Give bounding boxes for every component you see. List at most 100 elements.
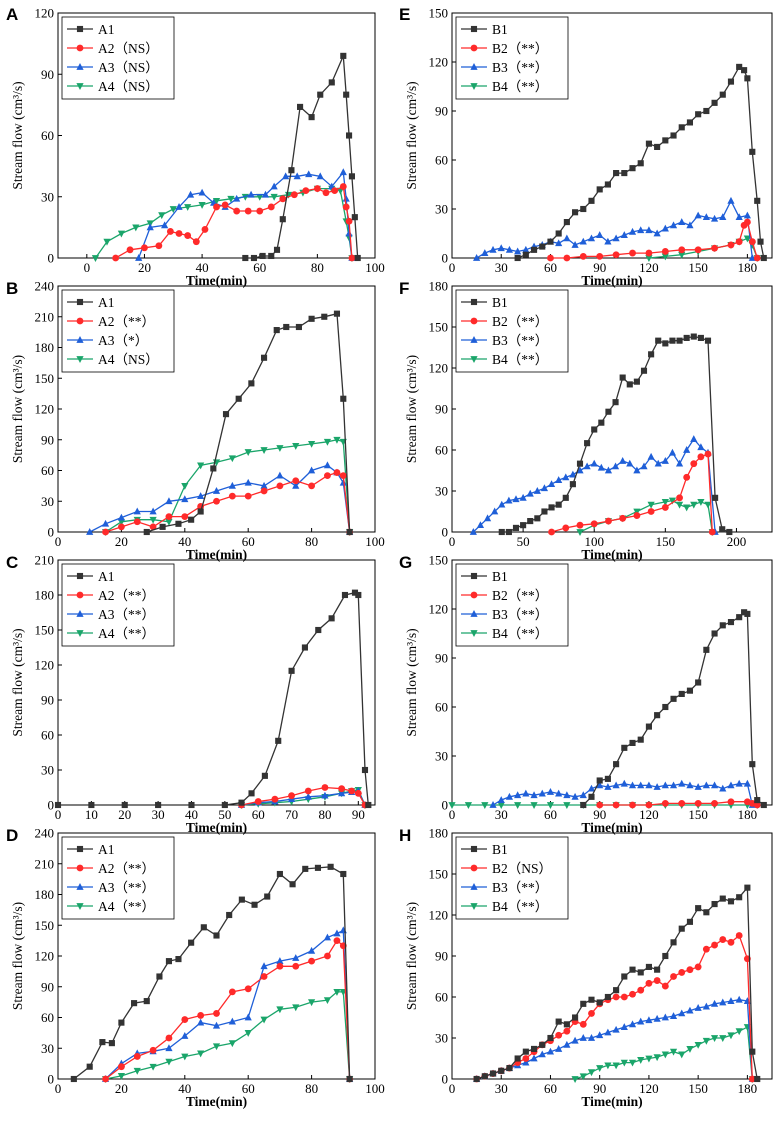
data-point	[629, 249, 636, 257]
data-point	[633, 508, 641, 516]
data-point	[175, 202, 183, 210]
data-point	[580, 801, 587, 809]
data-point	[256, 193, 264, 201]
data-point	[322, 189, 330, 197]
y-tick-label: 30	[41, 494, 54, 509]
data-point	[522, 789, 530, 797]
data-point	[694, 1041, 702, 1049]
series-a1	[70, 863, 353, 1083]
y-axis-label: Stream flow (cm³/s)	[404, 355, 419, 463]
data-point	[702, 1002, 710, 1010]
data-point	[598, 419, 605, 426]
series-line	[550, 220, 758, 259]
data-point	[704, 501, 712, 509]
data-point	[694, 783, 702, 790]
data-point	[226, 911, 233, 919]
data-point	[621, 170, 628, 177]
data-point	[288, 167, 295, 174]
data-point	[242, 254, 249, 262]
data-point	[530, 791, 538, 799]
data-point	[339, 472, 347, 480]
series-b2	[548, 450, 716, 536]
y-tick-label: 0	[442, 251, 449, 266]
legend-marker	[470, 63, 478, 70]
data-point	[149, 507, 157, 515]
x-tick-label: 150	[656, 534, 676, 549]
data-point	[188, 939, 195, 946]
x-tick-label: 0	[449, 1081, 456, 1096]
data-point	[711, 799, 718, 807]
data-point	[647, 508, 655, 515]
legend: B1 B2（**） B3（**） B4（**）	[455, 563, 569, 647]
data-point	[587, 234, 596, 242]
data-point	[748, 1075, 756, 1083]
data-point	[228, 1017, 236, 1025]
data-point	[184, 204, 192, 211]
y-tick-label: 120	[429, 361, 449, 376]
data-point	[612, 1062, 620, 1070]
data-point	[655, 337, 662, 344]
data-point	[579, 237, 587, 245]
panel-letter: C	[6, 553, 18, 572]
data-point	[338, 785, 346, 793]
data-point	[620, 1059, 628, 1067]
legend: B1 B2（NS） B3（**） B4（**）	[455, 836, 569, 920]
data-point	[514, 1055, 521, 1062]
data-point	[197, 492, 205, 500]
legend-marker	[76, 630, 84, 637]
series-b2	[547, 218, 761, 262]
data-point	[596, 1031, 604, 1039]
data-point	[491, 507, 499, 515]
data-point	[112, 254, 120, 262]
y-tick-label: 30	[435, 749, 448, 764]
data-point	[289, 881, 296, 888]
data-point	[339, 926, 347, 934]
x-tick-label: 60	[544, 807, 557, 822]
data-point	[661, 781, 669, 789]
data-point	[276, 957, 284, 965]
data-point	[584, 440, 591, 447]
data-point	[181, 1053, 189, 1061]
data-point	[686, 687, 694, 694]
legend-label: A2（NS）	[98, 41, 159, 56]
data-point	[155, 242, 163, 250]
data-point	[555, 1031, 563, 1039]
series-line	[105, 471, 351, 533]
legend-label: A4（**）	[98, 899, 155, 914]
data-point	[736, 894, 743, 901]
legend-marker	[470, 630, 478, 637]
data-point	[197, 1050, 205, 1058]
data-point	[703, 646, 710, 653]
legend-label: B2（**）	[492, 41, 548, 56]
data-point	[695, 905, 702, 912]
data-point	[267, 203, 275, 211]
data-point	[149, 1046, 157, 1054]
data-point	[548, 504, 555, 511]
data-point	[669, 221, 678, 229]
data-point	[576, 529, 584, 536]
legend-marker	[76, 317, 84, 325]
data-point	[563, 1027, 571, 1035]
data-point	[727, 938, 735, 946]
data-point	[308, 999, 316, 1007]
data-point	[121, 801, 128, 809]
data-point	[645, 1016, 653, 1024]
data-point	[292, 443, 300, 450]
legend-label: A2（**）	[98, 588, 155, 603]
x-tick-label: 0	[55, 807, 62, 822]
data-point	[534, 515, 541, 522]
legend-label: A1	[98, 295, 115, 310]
x-tick-label: 0	[84, 260, 91, 275]
legend: A1 A2（**） A3（**） A4（**）	[61, 836, 175, 920]
y-tick-label: 90	[41, 693, 54, 708]
legend-label: B1	[492, 842, 508, 857]
data-point	[505, 245, 514, 253]
data-point	[146, 223, 154, 231]
data-point	[587, 1034, 596, 1041]
data-point	[690, 460, 698, 468]
data-point	[694, 1003, 702, 1011]
data-point	[645, 1055, 653, 1063]
y-tick-label: 90	[41, 432, 54, 447]
data-point	[250, 254, 258, 262]
series-a3	[86, 461, 354, 535]
